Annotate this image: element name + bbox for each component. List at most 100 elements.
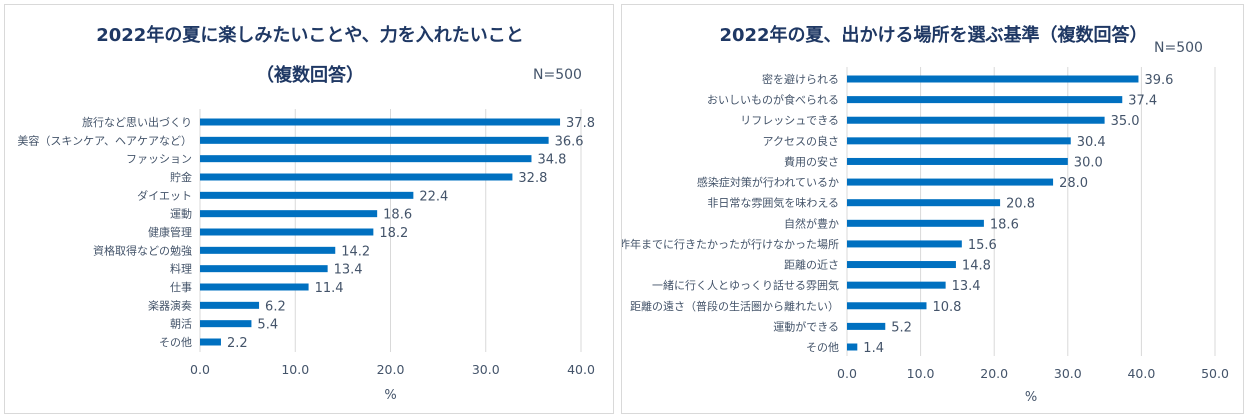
value-label: 37.8: [566, 116, 595, 131]
x-tick-label: 10.0: [907, 366, 935, 381]
bar: [200, 301, 260, 309]
category-label: ダイエット: [137, 188, 192, 202]
value-label: 18.2: [379, 226, 408, 241]
x-tick-label: 20.0: [377, 362, 405, 377]
value-label: 30.4: [1077, 135, 1106, 150]
value-label: 13.4: [334, 263, 363, 278]
category-label: 非日常な雰囲気を味わえる: [707, 196, 839, 210]
category-label: ファッション: [126, 153, 192, 166]
bar: [200, 283, 309, 291]
value-label: 2.2: [227, 336, 248, 351]
bar: [200, 210, 378, 218]
category-label: リフレッシュできる: [740, 114, 839, 127]
value-label: 35.0: [1111, 114, 1140, 129]
value-label: 18.6: [990, 217, 1019, 232]
category-label: 距離の遠さ（普段の生活圏から離れたい）: [630, 299, 839, 313]
x-axis-label: %: [1025, 390, 1037, 405]
bar: [847, 302, 927, 310]
value-label: 15.6: [968, 238, 997, 253]
bar: [847, 199, 1001, 207]
bar: [200, 265, 328, 273]
category-label: 美容（スキンケア、ヘアケアなど）: [17, 133, 192, 147]
x-tick-label: 30.0: [1054, 366, 1082, 381]
category-label: 感染症対策が行われているか: [697, 175, 839, 189]
category-label: 料理: [170, 262, 192, 276]
value-label: 14.8: [962, 259, 991, 274]
chart-panel-summer-activities: 2022年の夏に楽しみたいことや、力を入れたいこと （複数回答） N=500 0…: [4, 4, 614, 414]
x-tick-label: 10.0: [281, 362, 309, 377]
bar: [200, 228, 374, 236]
x-tick-label: 0.0: [837, 366, 857, 381]
value-label: 32.8: [518, 171, 547, 186]
bar: [847, 261, 956, 269]
value-label: 22.4: [419, 189, 448, 204]
category-label: 運動: [170, 207, 192, 221]
category-label: その他: [806, 341, 839, 354]
sample-size-label: N=500: [533, 67, 582, 83]
category-label: 距離の近さ: [784, 258, 839, 272]
bar: [847, 240, 962, 248]
bar: [847, 137, 1071, 145]
value-label: 5.4: [257, 318, 278, 333]
value-label: 36.6: [555, 134, 584, 149]
category-label: 密を避けられる: [762, 72, 839, 86]
category-label: アクセスの良さ: [763, 134, 839, 148]
value-label: 11.4: [315, 281, 344, 296]
category-label: 健康管理: [148, 225, 192, 239]
bar: [847, 116, 1105, 124]
bar: [200, 173, 513, 181]
bar-chart-summer-activities: 0.0 10.0 20.0 30.0 40.0 旅行など思い出づくり 37.8 美容（スキンケ…: [17, 109, 595, 403]
bar: [847, 219, 984, 227]
value-label: 20.8: [1006, 197, 1035, 212]
bar: [200, 155, 532, 163]
value-label: 34.8: [537, 153, 566, 168]
category-label: 運動ができる: [773, 319, 839, 333]
value-label: 39.6: [1144, 73, 1173, 88]
x-tick-label: 30.0: [472, 362, 500, 377]
value-label: 14.2: [341, 244, 370, 259]
x-tick-label: 40.0: [1127, 366, 1155, 381]
category-label: おいしいものが食べられる: [707, 93, 839, 107]
value-label: 5.2: [891, 320, 912, 335]
x-tick-label: 50.0: [1201, 366, 1229, 381]
sample-size-label: N=500: [1154, 40, 1203, 56]
bar: [847, 157, 1068, 165]
bar: [200, 136, 549, 144]
bar: [847, 178, 1054, 186]
value-label: 30.0: [1074, 155, 1103, 170]
bar: [200, 338, 221, 346]
chart-title-line1: 2022年の夏、出かける場所を選ぶ基準（複数回答）: [719, 25, 1148, 46]
x-tick-label: 40.0: [567, 362, 595, 377]
category-label: 費用の安さ: [784, 154, 839, 168]
value-label: 6.2: [265, 299, 286, 314]
value-label: 13.4: [952, 279, 981, 294]
bar: [200, 118, 561, 126]
category-label: 貯金: [170, 170, 192, 184]
chart-title-line2: （複数回答）: [256, 65, 364, 86]
x-tick-label: 20.0: [980, 366, 1008, 381]
bar-chart-destination-criteria: 0.0 10.0 20.0 30.0 40.0 50.0 密を避けられる 39.6 おいしいもの…: [622, 67, 1229, 405]
bar: [847, 75, 1139, 83]
bar: [847, 281, 946, 289]
value-label: 1.4: [863, 341, 884, 356]
chart-panel-destination-criteria: 2022年の夏、出かける場所を選ぶ基準（複数回答） N=500 0.0 10.0 2…: [621, 4, 1244, 414]
category-label: 昨年までに行きたかったが行けなかった場所: [622, 237, 839, 251]
category-label: 旅行など思い出づくり: [82, 115, 192, 129]
category-label: 自然が豊か: [784, 216, 839, 230]
bar: [200, 191, 414, 199]
x-axis-label: %: [384, 388, 396, 403]
category-label: 一緒に行く人とゆっくり話せる雰囲気: [652, 278, 839, 292]
bar: [200, 246, 336, 254]
chart-title-line1: 2022年の夏に楽しみたいことや、力を入れたいこと: [96, 25, 524, 46]
category-label: 朝活: [170, 318, 192, 331]
bar: [847, 322, 886, 330]
category-label: 仕事: [170, 281, 192, 294]
category-label: 資格取得などの勉強: [93, 243, 192, 257]
bar: [847, 343, 858, 351]
category-label: その他: [159, 336, 192, 349]
bar: [847, 96, 1123, 104]
bar: [200, 320, 252, 328]
value-label: 37.4: [1128, 94, 1157, 109]
value-label: 28.0: [1059, 176, 1088, 191]
value-label: 10.8: [932, 300, 961, 315]
